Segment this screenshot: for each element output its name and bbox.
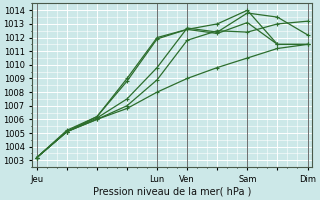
X-axis label: Pression niveau de la mer( hPa ): Pression niveau de la mer( hPa ) — [93, 187, 251, 197]
